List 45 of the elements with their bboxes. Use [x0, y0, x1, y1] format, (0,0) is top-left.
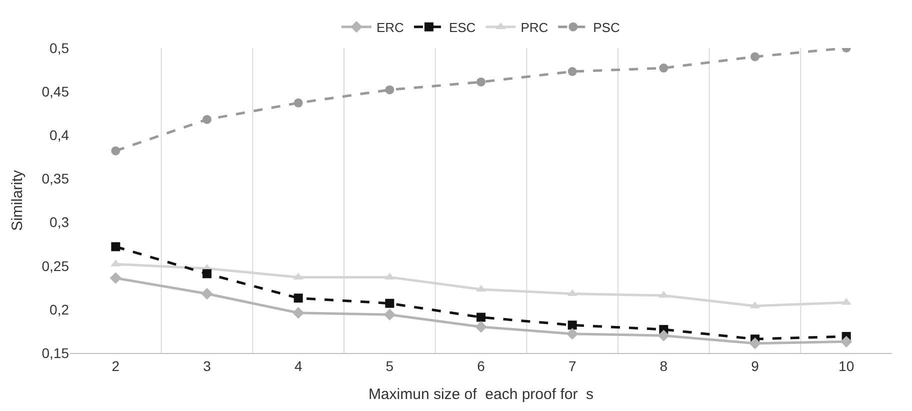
point — [202, 114, 212, 124]
point — [475, 321, 487, 333]
point — [568, 320, 577, 330]
point — [476, 312, 486, 322]
y-tick-label: 0,35 — [42, 170, 70, 187]
x-tick-label: 7 — [568, 358, 576, 374]
legend-label: PSC — [593, 20, 620, 35]
point — [750, 52, 760, 62]
y-tick-label: 0,3 — [50, 214, 70, 230]
point — [566, 328, 578, 340]
point — [110, 272, 122, 284]
point — [749, 338, 761, 350]
x-tick-label: 6 — [477, 358, 486, 374]
legend-label: ESC — [448, 20, 476, 35]
point — [111, 242, 120, 252]
point — [384, 308, 396, 321]
y-tick-label: 0,45 — [42, 83, 70, 100]
point — [202, 269, 212, 278]
x-tick-label: 4 — [294, 358, 302, 374]
point — [201, 288, 213, 300]
point — [292, 307, 304, 319]
y-tick-label: 0,2 — [50, 301, 70, 318]
x-tick-label: 10 — [838, 358, 854, 374]
point — [658, 330, 670, 342]
x-tick-label: 5 — [386, 358, 394, 374]
x-tick-label: 2 — [112, 358, 120, 374]
point — [385, 85, 394, 94]
x-tick-label: 3 — [203, 358, 212, 374]
y-tick-label: 0,5 — [50, 40, 70, 56]
point — [111, 146, 120, 156]
x-axis-title: Maximun size of each proof for s — [368, 386, 594, 403]
legend-label: ERC — [376, 20, 404, 35]
point — [294, 98, 303, 108]
point — [294, 294, 303, 303]
point — [568, 67, 577, 76]
y-tick-label: 0,4 — [50, 127, 70, 144]
y-tick-label: 0,15 — [42, 344, 70, 361]
point — [476, 77, 486, 86]
point — [659, 64, 668, 73]
legend-label: PRC — [520, 20, 548, 35]
y-tick-label: 0,25 — [42, 258, 70, 274]
x-tick-label: 8 — [660, 358, 668, 374]
point — [385, 298, 394, 308]
x-tick-label: 9 — [751, 358, 760, 374]
y-axis-title: Similarity — [9, 170, 26, 231]
